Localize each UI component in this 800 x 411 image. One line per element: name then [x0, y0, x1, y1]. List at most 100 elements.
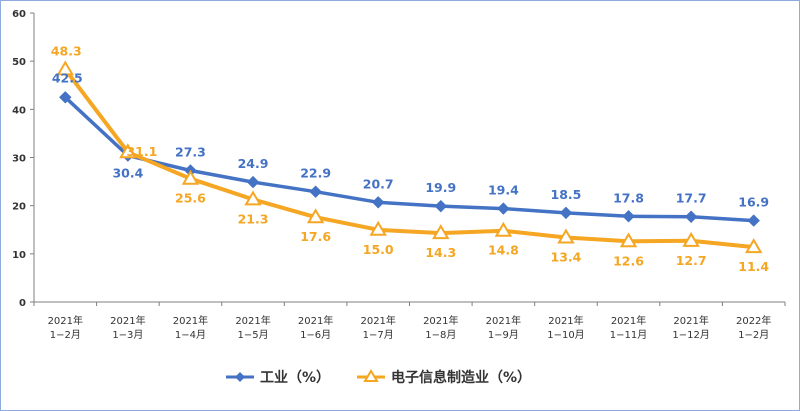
- x-tick-label: 2021年 1−2月: [48, 314, 83, 341]
- x-tick-label-line: 2021年: [360, 314, 395, 327]
- data-label: 24.9: [238, 156, 269, 171]
- data-label: 17.6: [300, 229, 331, 244]
- legend-label: 电子信息制造业（%）: [391, 369, 531, 386]
- data-label: 31.1: [126, 144, 157, 159]
- x-tick-label: 2021年 1−11月: [610, 314, 647, 341]
- x-tick-label: 2021年 1−12月: [672, 314, 709, 341]
- series-marker-triangle: [494, 221, 513, 237]
- y-tick-label: 40: [12, 105, 26, 116]
- x-tick-label-line: 1−5月: [237, 329, 268, 341]
- data-label: 17.7: [676, 191, 707, 206]
- x-tick-label: 2021年 1−7月: [360, 314, 395, 341]
- x-tick-label-line: 1−3月: [112, 329, 143, 341]
- x-tick-label: 2021年 1−5月: [235, 314, 270, 341]
- x-tick-label-line: 2021年: [173, 314, 208, 327]
- data-label: 21.3: [238, 211, 269, 226]
- series-marker-triangle: [56, 60, 75, 76]
- x-tick-label-line: 1−2月: [50, 329, 81, 341]
- data-label: 12.7: [676, 253, 707, 268]
- data-label: 13.4: [551, 249, 582, 264]
- data-label: 22.9: [300, 166, 331, 181]
- x-tick-label-line: 2021年: [548, 314, 583, 327]
- y-tick-label: 60: [12, 9, 26, 20]
- legend-marker-diamond: [235, 372, 245, 382]
- x-tick-label: 2022年 1−2月: [736, 314, 771, 341]
- x-tick-label: 2021年 1−10月: [547, 314, 584, 341]
- series-line: [63, 68, 754, 250]
- data-label: 16.9: [738, 195, 769, 210]
- x-tick-label: 2021年 1−9月: [486, 314, 521, 341]
- x-tick-label-line: 1−9月: [488, 329, 519, 341]
- series-marker-triangle: [244, 190, 262, 206]
- series-marker-triangle: [432, 224, 450, 240]
- data-label: 15.0: [363, 242, 394, 257]
- data-label: 19.9: [425, 180, 456, 195]
- series-marker-diamond: [684, 210, 698, 223]
- data-label: 30.4: [112, 166, 143, 181]
- series-marker-diamond: [747, 214, 760, 227]
- y-tick-label: 10: [12, 250, 26, 261]
- y-tick-label: 0: [19, 298, 26, 309]
- data-label: 12.6: [613, 253, 644, 268]
- x-tick-label-line: 2021年: [423, 314, 458, 327]
- data-label: 18.5: [551, 187, 582, 202]
- series-marker-triangle: [619, 232, 638, 248]
- series-marker-diamond: [59, 91, 72, 104]
- x-tick-label-line: 1−10月: [547, 329, 584, 341]
- series-marker-triangle: [557, 228, 575, 244]
- series-marker-diamond: [434, 199, 447, 213]
- x-tick-label-line: 1−6月: [300, 329, 331, 341]
- data-label: 14.3: [425, 245, 456, 260]
- x-tick-label: 2021年 1−4月: [173, 314, 208, 341]
- x-tick-label: 2021年 1−3月: [110, 314, 145, 341]
- x-tick-label-line: 2022年: [736, 314, 771, 327]
- series-marker-triangle: [181, 169, 200, 185]
- series-marker-diamond: [497, 202, 510, 215]
- series-marker-triangle: [119, 143, 137, 159]
- series-marker-triangle: [682, 231, 700, 247]
- legend-marker-triangle: [363, 369, 379, 382]
- data-label: 42.5: [52, 70, 83, 85]
- x-tick-label-line: 1−8月: [425, 329, 456, 341]
- x-tick-label-line: 2021年: [673, 314, 708, 327]
- data-labels: 42.5 30.4 27.3 24.9 22.9 20.7 19.9 19.4 18.5 17.8…: [51, 43, 770, 274]
- y-axis-ticks: 0 10 20 30 40 50 60: [12, 9, 34, 309]
- series-marker-triangle: [744, 238, 763, 254]
- data-label: 19.4: [488, 183, 519, 198]
- series-marker-diamond: [372, 196, 385, 209]
- series-line: [64, 96, 754, 223]
- x-tick-label-line: 1−7月: [363, 329, 394, 341]
- y-tick-label: 20: [12, 202, 26, 213]
- data-label: 17.8: [613, 190, 644, 205]
- y-tick-label: 30: [12, 154, 26, 165]
- chart-series: [56, 60, 763, 254]
- x-tick-label-line: 2021年: [110, 314, 145, 327]
- legend-label: 工业（%）: [260, 370, 330, 386]
- data-label: 14.8: [488, 243, 519, 258]
- x-tick-label: 2021年 1−6月: [298, 314, 333, 341]
- data-label: 27.3: [175, 145, 206, 160]
- x-tick-label-line: 2021年: [298, 314, 333, 327]
- x-tick-label-line: 1−12月: [672, 329, 709, 341]
- series-marker-triangle: [306, 208, 325, 224]
- x-tick-label-line: 1−11月: [610, 329, 647, 341]
- x-tick-label-line: 2021年: [486, 314, 521, 327]
- x-tick-label-line: 2021年: [611, 314, 646, 327]
- series-marker-diamond: [559, 206, 573, 220]
- x-tick-label: 2021年 1−8月: [423, 314, 458, 341]
- chart-legend: 工业（%） 电子信息制造业（%）: [226, 369, 531, 386]
- series-marker-diamond: [246, 175, 260, 189]
- x-tick-label-line: 1−2月: [738, 329, 769, 341]
- data-label: 48.3: [51, 43, 82, 58]
- data-label: 11.4: [738, 259, 769, 274]
- x-tick-label-line: 2021年: [235, 314, 270, 327]
- y-tick-label: 50: [12, 57, 26, 68]
- x-tick-label-line: 2021年: [48, 314, 83, 327]
- data-label: 20.7: [363, 176, 394, 191]
- data-label: 25.6: [175, 191, 206, 206]
- series-marker-triangle: [369, 220, 387, 236]
- x-tick-label-line: 1−4月: [175, 329, 206, 341]
